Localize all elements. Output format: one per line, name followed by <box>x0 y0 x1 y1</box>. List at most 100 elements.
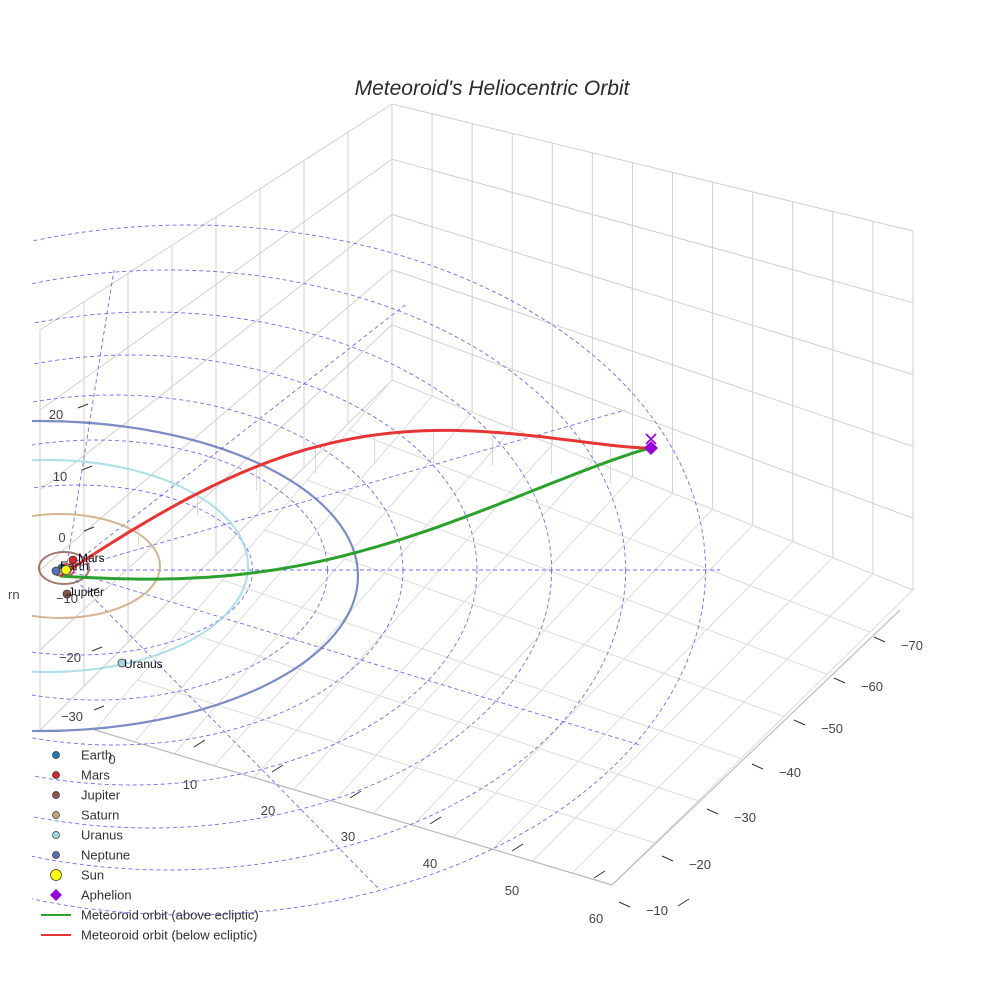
orbit-saturn <box>32 513 161 619</box>
grid-line <box>391 269 914 447</box>
meteoroid-orbit-above-ecliptic <box>59 446 651 581</box>
y-tick-label: −60 <box>861 679 883 694</box>
scene-grid <box>39 103 914 886</box>
legend-marker <box>50 889 62 901</box>
legend: Earth Mars Jupiter Saturn Uranus Neptune Sun Ap… <box>41 748 259 943</box>
y-tick-label: −10 <box>646 903 668 918</box>
planet-mars <box>68 555 78 565</box>
z-axis-label-clipped: rn <box>8 587 20 602</box>
grid-line <box>137 679 656 844</box>
x-tick-mark <box>349 790 362 799</box>
legend-marker <box>52 811 60 819</box>
legend-label: Neptune <box>81 848 130 863</box>
legend-marker <box>52 791 60 799</box>
legend-label: Aphelion <box>81 888 132 903</box>
legend-marker <box>52 751 60 759</box>
grid-line <box>39 269 393 571</box>
orbit-uranus <box>32 458 250 674</box>
legend-label: Saturn <box>81 808 119 823</box>
y-tick-label: −30 <box>734 810 756 825</box>
z-tick-label: 0 <box>58 530 65 545</box>
legend-item: Jupiter <box>52 788 121 803</box>
legend-marker <box>52 771 60 779</box>
legend-label: Sun <box>81 868 104 883</box>
legend-item: Aphelion <box>50 888 132 903</box>
orbit-neptune <box>32 419 360 733</box>
z-tick-mark <box>88 587 100 593</box>
grid-line <box>391 379 914 591</box>
legend-item: Saturn <box>52 808 119 823</box>
legend-label: Jupiter <box>81 788 121 803</box>
y-tick-mark <box>751 763 764 770</box>
y-tick-mark <box>661 855 674 862</box>
z-tick-mark <box>77 403 89 409</box>
grid-line <box>571 573 874 874</box>
x-tick-label: 20 <box>261 803 275 818</box>
x-tick-mark <box>677 898 690 907</box>
x-tick-mark <box>193 739 206 748</box>
grid-line <box>174 411 473 755</box>
grid-line <box>333 476 633 802</box>
grid-line <box>391 158 914 304</box>
y-tick-mark <box>873 636 886 643</box>
x-tick-label: 30 <box>341 829 355 844</box>
chart-title: Meteoroid's Heliocentric Orbit <box>355 77 631 100</box>
z-tick-label: −10 <box>56 591 78 606</box>
grid-line <box>391 213 914 376</box>
legend-item: Neptune <box>52 848 130 863</box>
y-tick-mark <box>833 677 846 684</box>
z-tick-label: 20 <box>49 407 63 422</box>
legend-label: Meteoroid orbit (above ecliptic) <box>81 908 259 923</box>
grid-line <box>391 103 914 232</box>
y-tick-label: −20 <box>689 857 711 872</box>
grid-line <box>94 379 393 731</box>
legend-label: Uranus <box>81 828 123 843</box>
reference-ring <box>32 354 478 786</box>
y-tick-label: −40 <box>779 765 801 780</box>
planet-label-uranus: Uranus <box>124 657 163 671</box>
reference-spoke <box>65 569 381 891</box>
z-tick-label: −20 <box>59 650 81 665</box>
axis-line-x <box>94 729 613 886</box>
legend-item: Meteoroid orbit (above ecliptic) <box>41 908 259 923</box>
legend-marker <box>52 851 60 859</box>
meteoroid-orbit-below-ecliptic <box>59 428 651 578</box>
y-tick-mark <box>793 719 806 726</box>
x-tick-mark <box>511 843 524 852</box>
reference-ring <box>32 269 626 871</box>
legend-item: Meteoroid orbit (below ecliptic) <box>41 928 257 943</box>
legend-marker <box>52 831 60 839</box>
grid-line <box>532 557 834 862</box>
reference-spoke <box>65 569 641 746</box>
axis-line-y <box>611 609 901 886</box>
grid-line <box>412 508 713 826</box>
grid-line <box>39 103 393 331</box>
legend-label: Earth <box>81 748 112 763</box>
orbit-jupiter <box>38 551 90 585</box>
legend-label: Meteoroid orbit (below ecliptic) <box>81 928 257 943</box>
y-tick-mark <box>618 901 631 908</box>
x-tick-label: 40 <box>423 856 437 871</box>
grid-line <box>39 379 393 731</box>
y-tick-label: −50 <box>821 721 843 736</box>
y-tick-mark <box>706 808 719 815</box>
planet-jupiter <box>62 589 72 599</box>
legend-label: Mars <box>81 768 110 783</box>
y-tick-label: −70 <box>901 638 923 653</box>
aphelion-x-marker <box>645 433 657 445</box>
x-tick-mark <box>429 816 442 825</box>
z-tick-label: 10 <box>53 469 67 484</box>
grid-line <box>264 529 785 717</box>
grid-line <box>306 479 828 675</box>
x-tick-label: 50 <box>505 883 519 898</box>
meteoroid-orbit <box>59 428 651 581</box>
planet-neptune <box>51 566 61 576</box>
legend-item: Uranus <box>52 828 123 843</box>
grid-line <box>39 214 393 491</box>
grid-line <box>452 525 754 838</box>
z-tick-mark <box>81 465 93 471</box>
grid-line <box>611 589 914 886</box>
